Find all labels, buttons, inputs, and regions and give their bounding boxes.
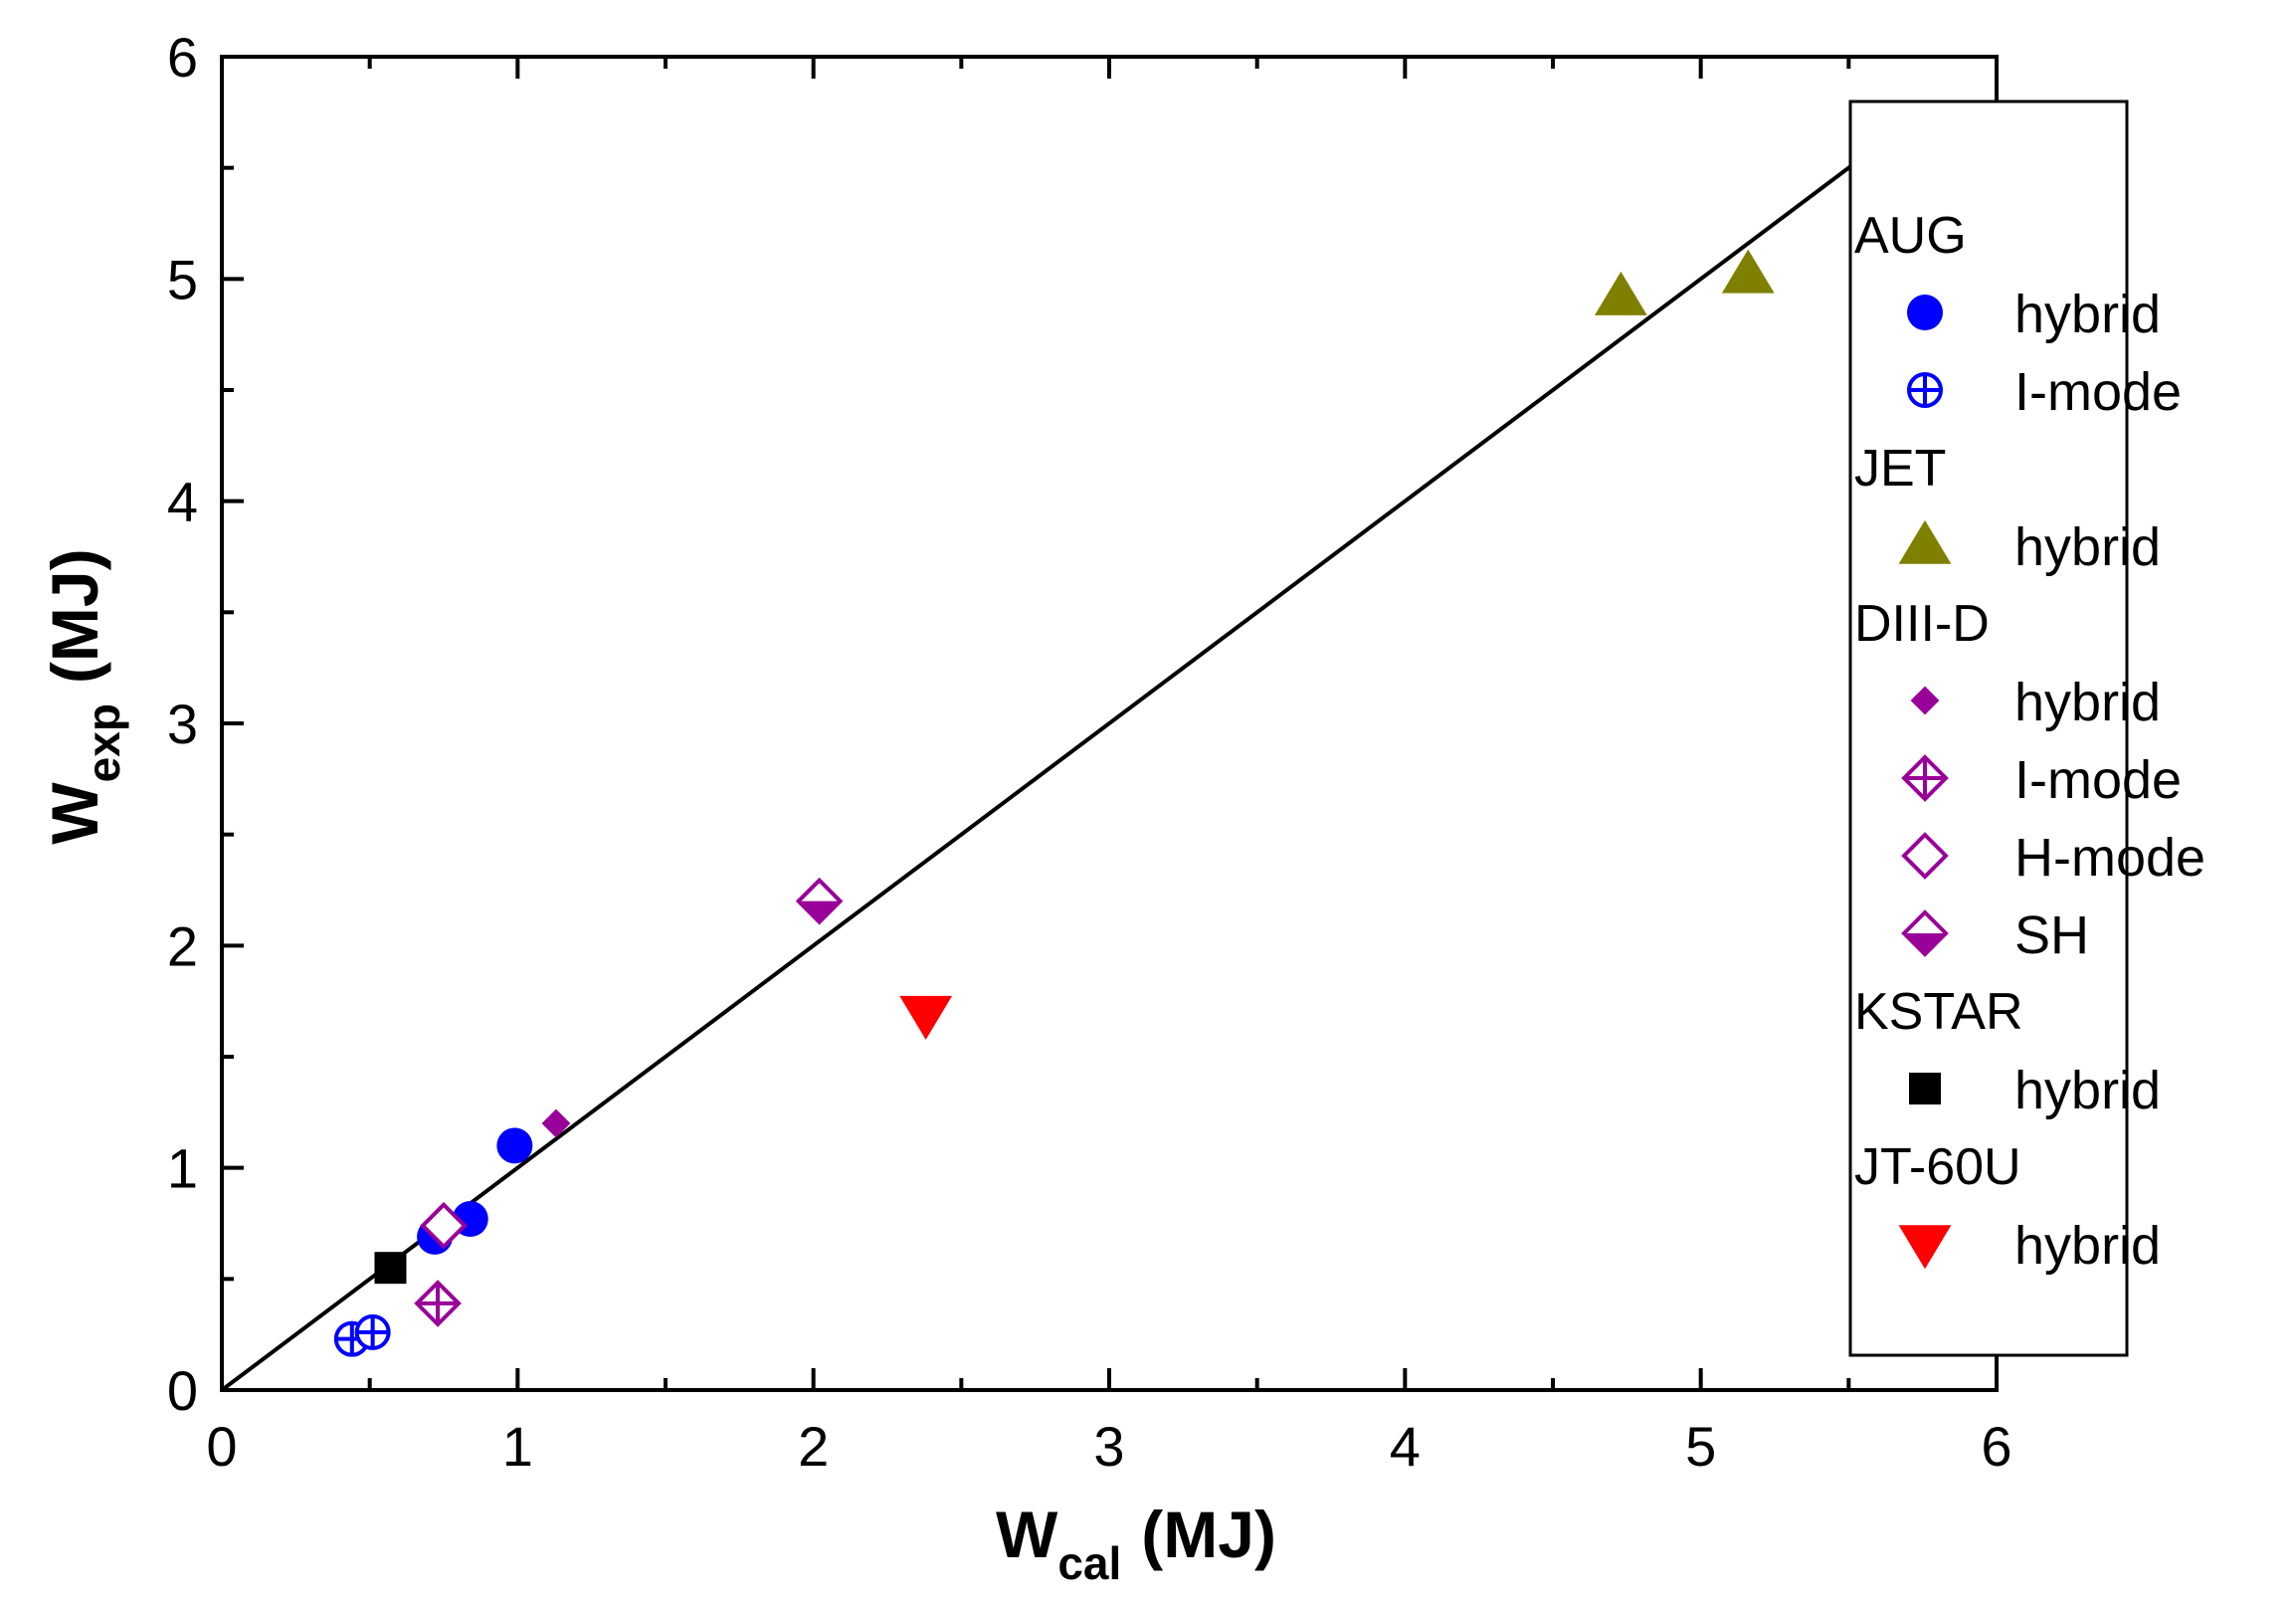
marker-circle bbox=[1907, 295, 1943, 330]
y-tick-label: 1 bbox=[167, 1137, 198, 1200]
marker-diamond bbox=[1901, 832, 1949, 880]
legend-group-label: KSTAR bbox=[1854, 983, 2023, 1041]
y-tick-label: 5 bbox=[167, 248, 198, 310]
legend-series-label: I-mode bbox=[2014, 750, 2182, 810]
marker-square bbox=[374, 1252, 407, 1285]
legend: AUG hybrid I-mode JET hybrid DIII-D hybrid I-mo… bbox=[1848, 100, 2205, 1357]
marker-diamond bbox=[420, 1201, 468, 1250]
data-point-aug-hybrid bbox=[496, 1127, 533, 1164]
marker-triangle bbox=[1898, 1225, 1952, 1270]
marker-square bbox=[1909, 1073, 1941, 1104]
marker-triangle bbox=[1594, 271, 1647, 315]
legend-group-label: DIII-D bbox=[1854, 595, 1990, 653]
legend-marker bbox=[1901, 754, 1949, 802]
marker-triangle bbox=[1898, 519, 1952, 564]
marker-diamond bbox=[1901, 909, 1949, 957]
legend-marker bbox=[1907, 295, 1943, 330]
legend-series-label: hybrid bbox=[2014, 285, 2161, 344]
data-point-jet-hybrid bbox=[1721, 249, 1775, 294]
legend-marker bbox=[1907, 372, 1943, 408]
marker-diamond bbox=[541, 1108, 571, 1138]
y-tick-label: 2 bbox=[167, 914, 198, 977]
data-point-diii-d-hybrid bbox=[541, 1108, 571, 1138]
legend-group-label: AUG bbox=[1854, 207, 1967, 265]
legend-series-label: hybrid bbox=[2014, 1216, 2161, 1276]
x-tick-label: 6 bbox=[1981, 1415, 2011, 1478]
marker-diamond bbox=[795, 877, 844, 925]
legend-box bbox=[1848, 100, 2129, 1357]
data-point-jet-hybrid bbox=[1594, 271, 1647, 315]
marker-triangle bbox=[1721, 249, 1775, 294]
data-point-aug-i-mode bbox=[354, 1313, 391, 1350]
legend-series-label: hybrid bbox=[2014, 1061, 2161, 1120]
legend-group-label: JT-60U bbox=[1854, 1138, 2021, 1196]
legend-series-label: H-mode bbox=[2014, 828, 2205, 888]
legend-series-label: hybrid bbox=[2014, 517, 2161, 577]
y-tick-label: 6 bbox=[167, 26, 198, 89]
y-axis-title-sub: exp bbox=[78, 703, 129, 782]
legend-marker bbox=[1909, 1073, 1941, 1104]
legend-marker bbox=[1910, 686, 1940, 715]
x-axis-title-unit: (MJ) bbox=[1141, 1498, 1276, 1571]
legend-series-label: SH bbox=[2014, 905, 2089, 965]
reference-line-layer bbox=[220, 154, 1865, 1392]
legend-marker bbox=[1898, 519, 1952, 564]
data-points bbox=[333, 249, 1775, 1357]
marker-diamond-fill bbox=[1904, 933, 1946, 954]
x-tick-label: 5 bbox=[1685, 1415, 1716, 1478]
y-axis-title-unit: (MJ) bbox=[38, 548, 111, 684]
legend-group-label: JET bbox=[1854, 440, 1946, 498]
x-tick-label: 0 bbox=[206, 1415, 237, 1478]
x-tick-label: 4 bbox=[1390, 1415, 1421, 1478]
data-point-diii-d-h-mode bbox=[420, 1201, 468, 1250]
x-tick-label: 3 bbox=[1093, 1415, 1124, 1478]
x-axis-title-main: W bbox=[996, 1498, 1058, 1571]
legend-series-label: hybrid bbox=[2014, 673, 2161, 732]
x-tick-label: 2 bbox=[798, 1415, 829, 1478]
marker-diamond bbox=[1910, 686, 1940, 715]
legend-series-label: I-mode bbox=[2014, 362, 2182, 422]
x-axis-title: Wcal (MJ) bbox=[996, 1498, 1276, 1589]
x-axis-title-sub: cal bbox=[1057, 1537, 1121, 1589]
y-axis-title-main: W bbox=[38, 782, 111, 845]
data-point-jt-60u-hybrid bbox=[899, 995, 953, 1040]
y-tick-label: 3 bbox=[167, 693, 198, 755]
legend-marker bbox=[1901, 909, 1949, 957]
reference-line-y-equals-x bbox=[220, 154, 1865, 1392]
data-point-kstar-hybrid bbox=[374, 1252, 407, 1285]
data-point-diii-d-sh bbox=[795, 877, 844, 925]
y-tick-label: 0 bbox=[167, 1359, 198, 1422]
legend-marker bbox=[1898, 1225, 1952, 1270]
y-tick-label: 4 bbox=[167, 471, 198, 533]
marker-diamond-fill bbox=[798, 901, 841, 922]
x-tick-label: 1 bbox=[502, 1415, 533, 1478]
marker-triangle bbox=[899, 995, 953, 1040]
data-point-diii-d-i-mode bbox=[414, 1280, 462, 1327]
y-axis-title: Wexp (MJ) bbox=[38, 548, 129, 844]
axes: 0 1 2 3 4 5 6 0 1 2 3 4 5 6 bbox=[167, 26, 2012, 1478]
legend-marker bbox=[1901, 832, 1949, 880]
marker-circle bbox=[496, 1127, 533, 1164]
